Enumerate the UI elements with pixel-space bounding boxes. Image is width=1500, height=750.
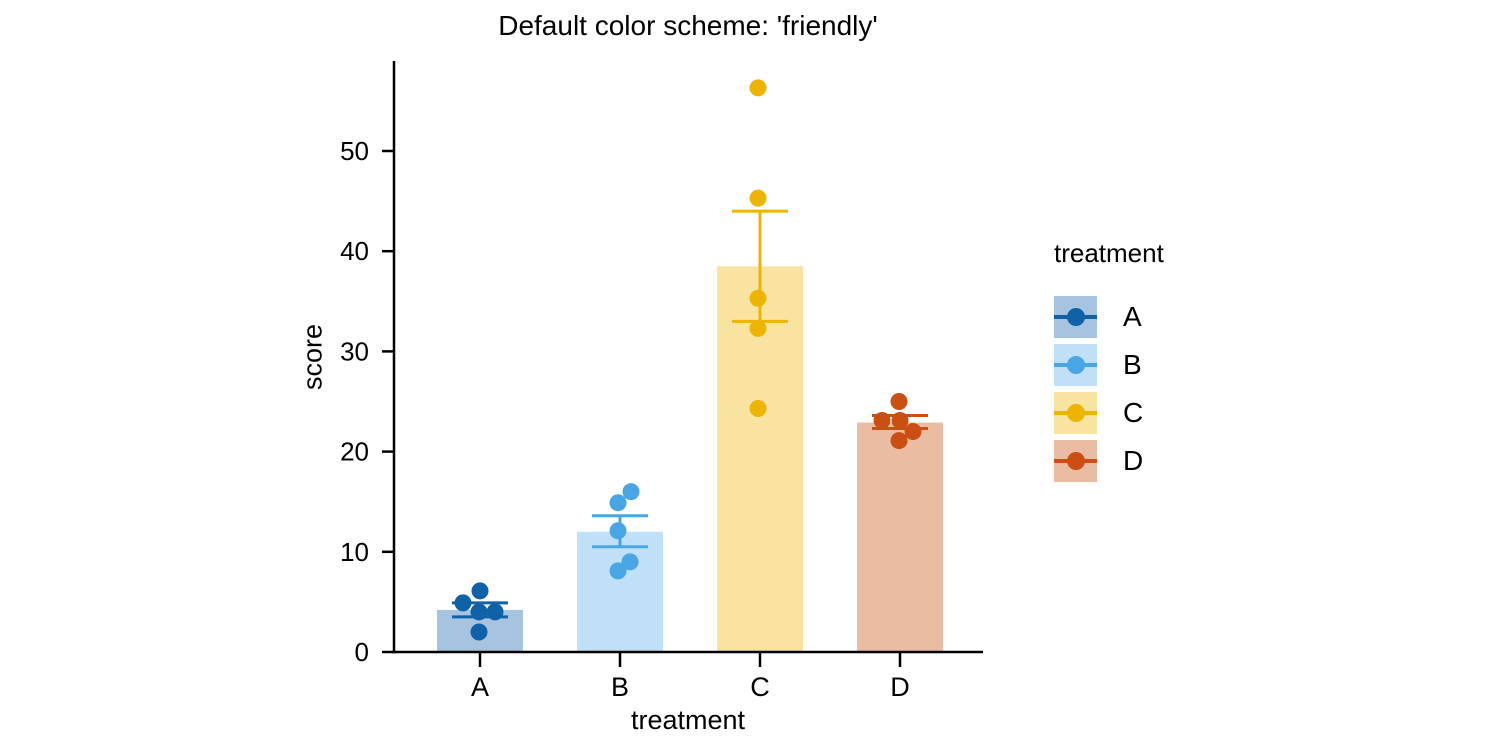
x-tick-label-D: D bbox=[890, 672, 910, 702]
data-point-A bbox=[471, 582, 489, 600]
data-point-B bbox=[621, 553, 639, 571]
legend-point-icon bbox=[1066, 404, 1085, 422]
legend-title: treatment bbox=[1054, 238, 1164, 268]
legend-point-icon bbox=[1066, 308, 1085, 326]
legend-item-label: B bbox=[1123, 349, 1142, 380]
data-point-C bbox=[749, 189, 767, 207]
data-point-A bbox=[470, 623, 488, 641]
data-point-D bbox=[873, 412, 891, 430]
legend-swatch-icon bbox=[1054, 392, 1097, 434]
data-point-C bbox=[749, 79, 767, 97]
legend-point-icon bbox=[1066, 452, 1085, 470]
y-axis-title: score bbox=[297, 323, 328, 391]
bar-D bbox=[857, 422, 943, 652]
data-point-B bbox=[622, 483, 640, 501]
y-tick-label: 50 bbox=[340, 136, 369, 166]
y-tick-label: 0 bbox=[355, 637, 369, 667]
data-point-C bbox=[749, 289, 767, 307]
legend-item-C: C bbox=[1054, 392, 1164, 434]
data-point-C bbox=[749, 400, 767, 418]
data-point-A bbox=[470, 603, 488, 621]
y-tick-label: 10 bbox=[340, 537, 369, 567]
data-point-B bbox=[609, 522, 627, 540]
y-tick-label: 30 bbox=[340, 336, 369, 366]
data-point-C bbox=[749, 319, 767, 337]
data-point-A bbox=[486, 603, 504, 621]
legend-swatch-icon bbox=[1054, 296, 1097, 338]
legend-item-A: A bbox=[1054, 296, 1164, 338]
x-tick-label-A: A bbox=[471, 672, 489, 702]
data-point-B bbox=[609, 494, 627, 512]
data-point-D bbox=[891, 412, 909, 430]
legend-swatch-icon bbox=[1054, 440, 1097, 482]
data-point-A bbox=[454, 594, 472, 612]
x-tick-label-B: B bbox=[611, 672, 629, 702]
legend-item-label: C bbox=[1123, 397, 1144, 428]
data-point-D bbox=[904, 423, 922, 441]
legend-item-B: B bbox=[1054, 344, 1164, 386]
legend-swatch-icon bbox=[1054, 344, 1097, 386]
legend-point-icon bbox=[1066, 356, 1085, 374]
chart-title: Default color scheme: 'friendly' bbox=[498, 10, 878, 41]
x-tick-label-C: C bbox=[750, 672, 770, 702]
legend-item-label: D bbox=[1123, 445, 1144, 476]
x-axis-title: treatment bbox=[630, 705, 746, 735]
data-point-B bbox=[609, 562, 627, 580]
legend-item-label: A bbox=[1123, 301, 1142, 332]
y-tick-label: 20 bbox=[340, 437, 369, 467]
data-point-D bbox=[890, 393, 908, 410]
legend-item-D: D bbox=[1054, 440, 1164, 482]
data-point-D bbox=[890, 432, 908, 450]
y-tick-label: 40 bbox=[340, 236, 369, 266]
bar-B bbox=[577, 531, 663, 652]
